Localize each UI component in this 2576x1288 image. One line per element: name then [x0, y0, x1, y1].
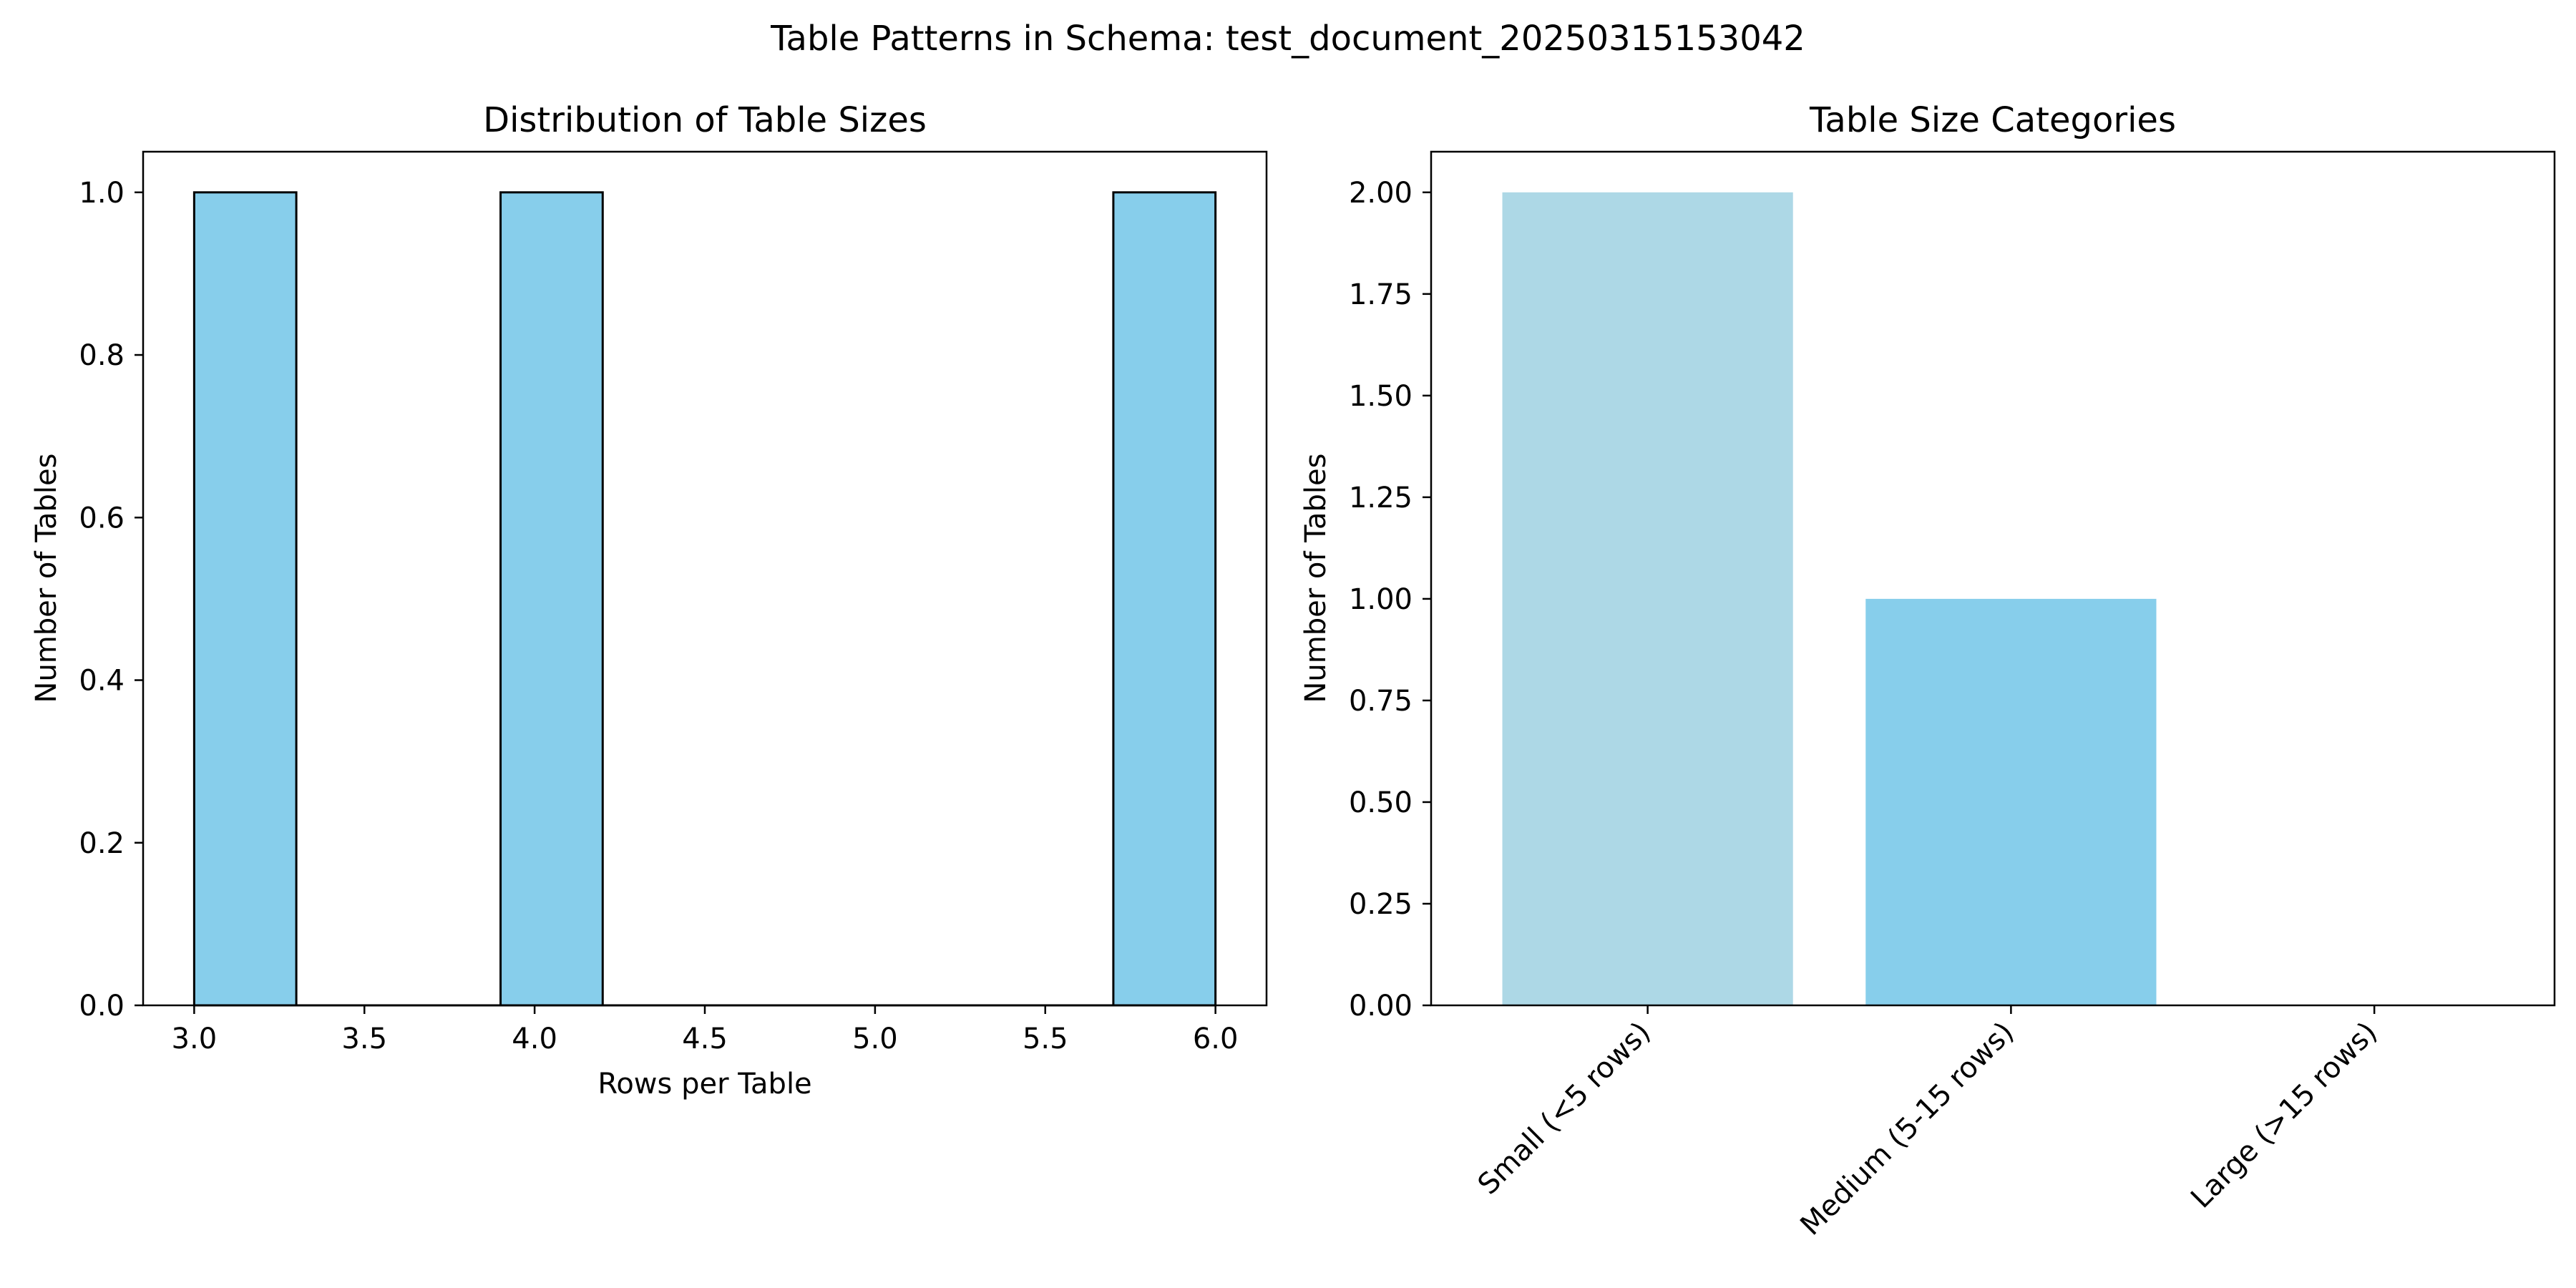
category-y-tick-label: 0.50 [1349, 786, 1413, 819]
histogram-x-ticks: 3.0 3.5 4.0 4.5 5.0 5.5 6.0 [172, 1005, 1239, 1055]
histogram-bar [499, 191, 604, 1007]
histogram-x-tick-label: 3.5 [341, 1023, 387, 1055]
histogram-bar [192, 191, 298, 1007]
category-y-tick-label: 0.75 [1349, 685, 1413, 718]
histogram-x-tick-label: 5.0 [852, 1023, 898, 1055]
histogram-x-tick-label: 4.0 [512, 1023, 557, 1055]
histogram-y-ticks: 0.0 0.2 0.4 0.6 0.8 1.0 [79, 177, 143, 1023]
category-y-tick-label: 1.25 [1349, 482, 1413, 514]
histogram-y-tick-label: 1.0 [79, 177, 125, 210]
category-y-tick-label: 0.00 [1349, 990, 1413, 1023]
histogram-plot-frame [142, 150, 1268, 1007]
category-y-ticks: 0.00 0.25 0.50 0.75 1.00 1.25 1.50 1.75 2.00 [1349, 177, 1431, 1023]
histogram-panel: Distribution of Table Sizes 3.0 3.5 4.0 4.5… [30, 100, 1268, 1101]
category-y-tick-label: 1.50 [1349, 380, 1413, 413]
category-y-tick-label: 0.25 [1349, 888, 1413, 921]
histogram-title: Distribution of Table Sizes [483, 100, 927, 140]
histogram-x-tick-label: 3.0 [172, 1023, 218, 1055]
histogram-y-tick-label: 0.0 [79, 990, 125, 1023]
category-y-tick-label: 1.75 [1349, 278, 1413, 311]
category-bar [1502, 192, 1793, 1005]
category-plot-frame [1430, 150, 2556, 1007]
histogram-bars [192, 191, 1217, 1007]
category-chart-title: Table Size Categories [1809, 100, 2176, 140]
category-y-tick-label: 1.00 [1349, 583, 1413, 616]
histogram-y-tick-label: 0.8 [79, 339, 125, 372]
category-y-tick-label: 2.00 [1349, 177, 1413, 210]
histogram-y-tick-label: 0.6 [79, 502, 125, 535]
histogram-y-axis-label: Number of Tables [30, 454, 63, 703]
category-bar [1865, 598, 2157, 1005]
histogram-bar [1112, 191, 1217, 1007]
histogram-x-axis-label: Rows per Table [597, 1068, 811, 1101]
figure-suptitle: Table Patterns in Schema: test_document_… [770, 19, 1805, 59]
histogram-x-tick-label: 5.5 [1023, 1023, 1068, 1055]
category-bars [1502, 192, 2157, 1005]
category-y-axis-label: Number of Tables [1299, 454, 1332, 703]
histogram-x-tick-label: 4.5 [682, 1023, 728, 1055]
histogram-x-tick-label: 6.0 [1193, 1023, 1239, 1055]
histogram-y-tick-label: 0.4 [79, 665, 125, 698]
histogram-y-tick-label: 0.2 [79, 827, 125, 860]
